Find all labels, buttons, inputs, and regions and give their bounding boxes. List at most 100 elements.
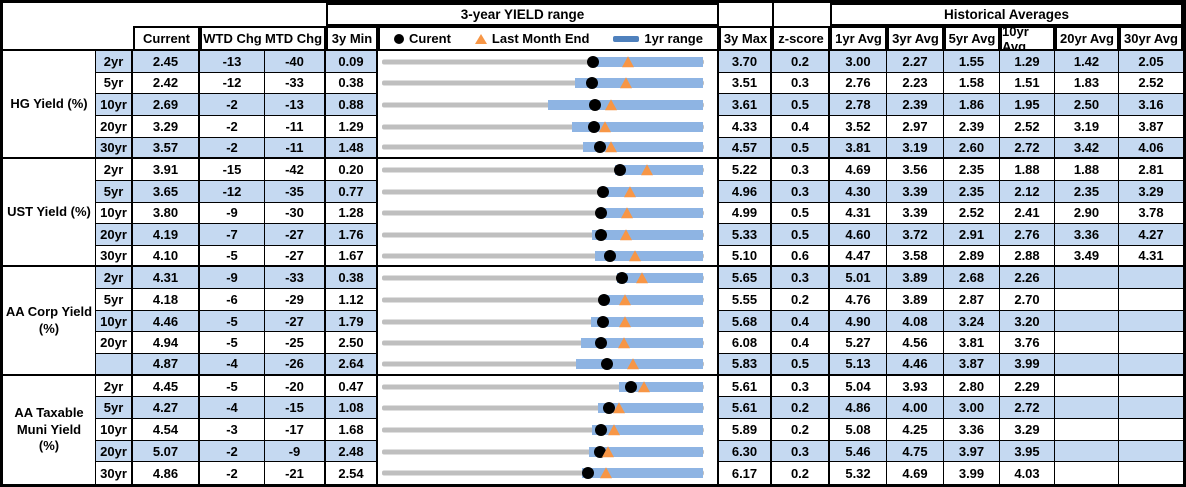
- current-dot: [597, 315, 609, 328]
- 10yr-avg-value: 2.88: [1000, 245, 1055, 268]
- 3y-max-value: 3.61: [719, 94, 772, 116]
- current-value: 4.94: [133, 332, 200, 355]
- 3y-min-value: 1.28: [326, 202, 378, 225]
- last-month-end-triangle: [619, 77, 632, 89]
- column-header-10yr-avg: 10yr Avg: [1000, 24, 1055, 54]
- 5yr-avg-value: 1.86: [944, 94, 1000, 116]
- 20yr-avg-value: 3.49: [1055, 245, 1119, 268]
- current-dot: [598, 293, 611, 306]
- 30yr-avg-value: [1119, 310, 1183, 333]
- current-dot: [595, 229, 608, 242]
- range-track: [382, 397, 704, 419]
- 10yr-avg-value: 4.03: [1000, 462, 1055, 484]
- tenor-label: 2yr: [96, 375, 133, 398]
- 1yr-range-bar: [580, 338, 704, 349]
- wtd-chg-value: -5: [200, 375, 265, 398]
- 30yr-avg-value: [1119, 397, 1183, 420]
- tenor-label: 2yr: [96, 159, 133, 181]
- 20yr-avg-value: [1055, 267, 1119, 290]
- wtd-chg-value: -5: [200, 310, 265, 333]
- range-track: [382, 224, 704, 246]
- wtd-chg-value: -6: [200, 289, 265, 311]
- 3y-min-value: 1.12: [326, 289, 378, 311]
- 1yr-avg-value: 2.78: [830, 94, 887, 116]
- wtd-chg-value: -5: [200, 332, 265, 355]
- last-month-end-triangle: [627, 358, 640, 370]
- z-score-value: 0.2: [772, 397, 830, 420]
- 5yr-avg-value: 1.58: [944, 72, 1000, 95]
- 5yr-avg-value: 2.39: [944, 115, 1000, 138]
- 30yr-avg-value: [1119, 419, 1183, 441]
- 1yr-avg-value: 5.32: [830, 462, 887, 484]
- 1yr-range-bar: [590, 56, 704, 67]
- 5yr-avg-value: 2.89: [944, 245, 1000, 268]
- 3y-max-value: 5.89: [719, 419, 772, 441]
- 3yr-avg-value: 3.39: [887, 180, 944, 203]
- 1yr-avg-value: 4.90: [830, 310, 887, 333]
- 3y-max-value: 5.33: [719, 224, 772, 246]
- z-score-value: 0.3: [772, 159, 830, 181]
- current-dot: [594, 207, 607, 220]
- 1yr-range-bar-icon: [613, 35, 640, 42]
- 3y-max-value: 6.17: [719, 462, 772, 484]
- mtd-chg-value: -29: [265, 289, 326, 311]
- mtd-chg-value: -20: [265, 375, 326, 398]
- 10yr-avg-value: 3.29: [1000, 419, 1055, 441]
- current-value: 4.18: [133, 289, 200, 311]
- 20yr-avg-value: 3.36: [1055, 224, 1119, 246]
- legend-current-label: Curent: [409, 31, 451, 46]
- range-chart: [378, 224, 719, 246]
- column-header-5yr-avg: 5yr Avg: [944, 26, 1000, 51]
- 30yr-avg-value: [1119, 332, 1183, 355]
- 3yr-avg-value: 4.75: [887, 440, 944, 463]
- tenor-label: 10yr: [96, 94, 133, 116]
- tenor-label: 10yr: [96, 310, 133, 333]
- chart-legend: Curent Last Month End 1yr range: [378, 26, 719, 51]
- column-header-20yr-avg: 20yr Avg: [1055, 26, 1119, 51]
- 3yr-avg-value: 2.97: [887, 115, 944, 138]
- 3y-min-value: 2.50: [326, 332, 378, 355]
- 5yr-avg-value: 1.55: [944, 51, 1000, 73]
- column-header-3y-max: 3y Max: [719, 26, 772, 51]
- header-spacer: [719, 3, 772, 26]
- current-value: 4.45: [133, 375, 200, 398]
- 3y-max-value: 5.65: [719, 267, 772, 290]
- current-dot: [589, 99, 602, 112]
- tenor-label: 2yr: [96, 51, 133, 73]
- wtd-chg-value: -9: [200, 267, 265, 290]
- 5yr-avg-value: 2.52: [944, 202, 1000, 225]
- mtd-chg-value: -33: [265, 72, 326, 95]
- last-month-end-triangle: [613, 402, 626, 414]
- 3y-min-value: 1.79: [326, 310, 378, 333]
- mtd-chg-value: -9: [265, 440, 326, 463]
- range-chart: [378, 51, 719, 73]
- current-dot: [597, 185, 610, 198]
- mtd-chg-value: -26: [265, 354, 326, 376]
- 3yr-avg-value: 4.69: [887, 462, 944, 484]
- range-track: [382, 311, 704, 333]
- 1yr-avg-value: 4.86: [830, 397, 887, 420]
- 3y-min-value: 1.48: [326, 137, 378, 160]
- current-value: 3.80: [133, 202, 200, 225]
- current-dot: [601, 357, 614, 370]
- group-label: AA Corp Yield (%): [3, 267, 96, 376]
- z-score-value: 0.2: [772, 419, 830, 441]
- range-track: [382, 354, 704, 374]
- tenor-label: 5yr: [96, 72, 133, 95]
- 3y-min-value: 1.29: [326, 115, 378, 138]
- 3yr-avg-value: 2.39: [887, 94, 944, 116]
- 30yr-avg-value: 4.31: [1119, 246, 1183, 268]
- 20yr-avg-value: 3.19: [1055, 115, 1119, 138]
- range-track: [382, 289, 704, 311]
- range-chart: [378, 419, 719, 441]
- 10yr-avg-value: 2.72: [1000, 397, 1055, 420]
- 3y-max-value: 5.61: [719, 397, 772, 420]
- 3yr-avg-value: 3.89: [887, 289, 944, 311]
- range-track: [382, 246, 704, 266]
- range-track: [382, 203, 704, 225]
- 10yr-avg-value: 2.12: [1000, 180, 1055, 203]
- current-dot: [616, 272, 629, 285]
- range-chart: [378, 354, 719, 376]
- 1yr-avg-value: 2.76: [830, 72, 887, 95]
- 1yr-avg-value: 5.08: [830, 419, 887, 441]
